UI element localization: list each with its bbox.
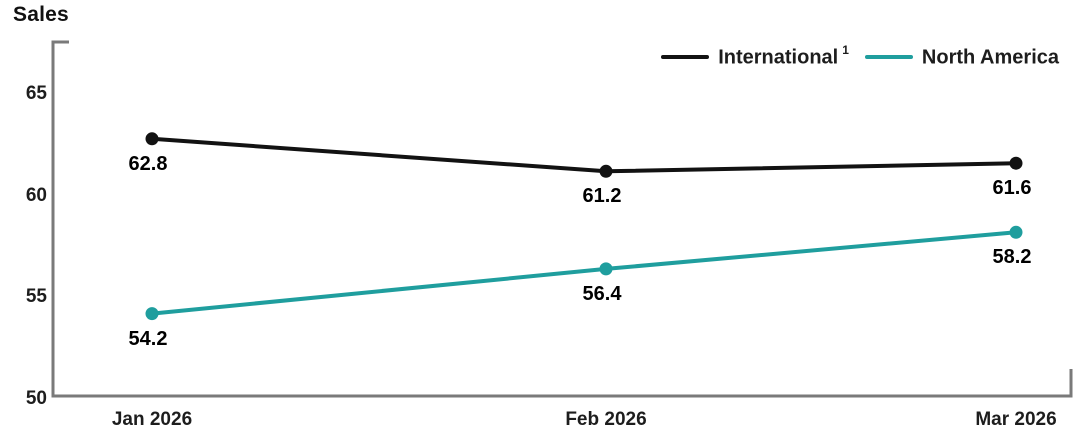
legend-item-international: International 1: [661, 43, 849, 70]
series-line-0: [150, 136, 1018, 174]
chart-title: Sales: [13, 3, 69, 26]
data-point-label: 62.8: [128, 152, 168, 175]
data-point-label: 61.2: [582, 185, 622, 208]
data-point-marker: [599, 262, 613, 276]
legend: International 1 North America: [661, 43, 1063, 70]
legend-item-north-america: North America: [864, 45, 1063, 70]
data-point-marker: [145, 132, 159, 146]
data-point-label: 61.6: [992, 177, 1032, 200]
data-point-marker: [599, 164, 613, 178]
x-axis-label: Jan 2026: [111, 409, 193, 430]
north-america-line-swatch: [864, 55, 913, 60]
data-point-label: 54.2: [128, 327, 168, 350]
data-point-marker: [1009, 156, 1023, 170]
data-point-label: 56.4: [582, 282, 622, 305]
data-point-marker: [1009, 225, 1023, 239]
y-tick-label: 50: [25, 388, 47, 409]
legend-label-international: International 1: [718, 43, 849, 70]
y-tick-label: 65: [25, 83, 47, 105]
data-point-label: 58.2: [992, 246, 1032, 269]
footnote-marker: 1: [842, 43, 849, 57]
legend-label-north-america: North America: [922, 45, 1063, 70]
international-line-swatch: [661, 55, 710, 60]
y-tick-label: 60: [25, 184, 47, 206]
legend-text-north-america: North America: [921, 46, 1059, 69]
y-tick-label: 55: [25, 286, 47, 308]
legend-text-international: International: [718, 46, 839, 69]
x-axis-label: Mar 2026: [975, 409, 1057, 430]
axis-frame: [51, 40, 1073, 398]
x-axis-label: Feb 2026: [565, 409, 647, 430]
data-point-marker: [145, 307, 159, 321]
